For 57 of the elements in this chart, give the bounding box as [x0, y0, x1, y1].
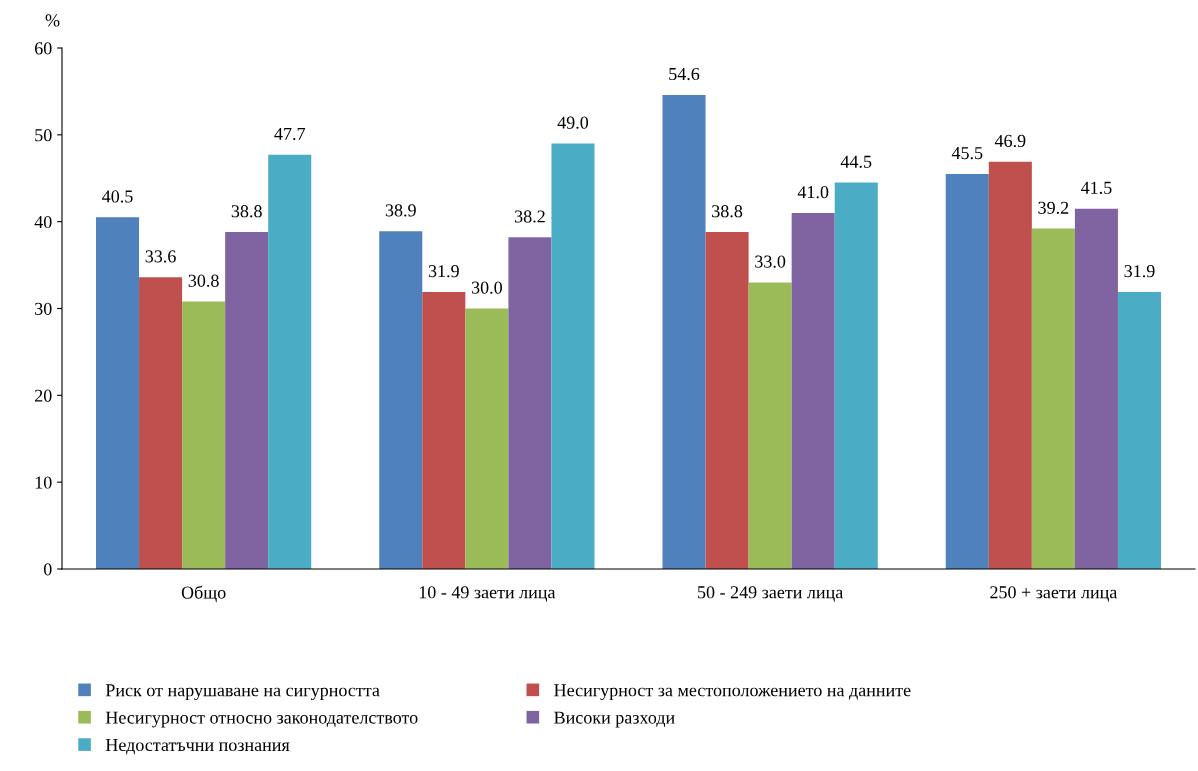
bar [791, 212, 835, 569]
data-label: 38.8 [231, 205, 262, 218]
bar [379, 231, 423, 569]
x-tick-label: Общо [181, 585, 226, 603]
data-label: 40.5 [102, 190, 133, 203]
x-tick-label: 250 + заети лица [990, 586, 1118, 602]
bar [139, 277, 183, 569]
bar [95, 217, 140, 569]
data-label: 47.7 [274, 127, 306, 141]
y-tick-label: 30 [35, 302, 52, 315]
data-label: 46.9 [994, 134, 1026, 148]
bar [422, 292, 466, 569]
bar [508, 237, 552, 569]
data-label: 54.6 [669, 67, 700, 81]
y-tick-label: 0 [43, 563, 52, 576]
legend-label: Риск от нарушаване на сигурността [105, 684, 380, 701]
x-tick-label: 10 - 49 заети лица [419, 586, 556, 602]
data-label: 30.8 [188, 274, 219, 287]
bar [182, 301, 226, 569]
data-label: 33.6 [145, 250, 176, 263]
data-label: 41.0 [797, 186, 829, 199]
bar [268, 154, 312, 569]
legend-label: Несигурност относно законодателството [105, 711, 418, 728]
y-tick-label: 50 [35, 129, 52, 142]
y-axis-title: % [45, 14, 60, 27]
bar [551, 143, 595, 569]
y-tick-label: 40 [34, 215, 52, 229]
data-label: 38.9 [385, 204, 416, 217]
bar [1074, 208, 1118, 569]
bar [834, 182, 878, 569]
data-label: 49.0 [557, 116, 589, 129]
y-tick-label: 60 [35, 42, 52, 55]
bar [988, 161, 1032, 569]
y-tick-label: 20 [35, 389, 52, 402]
data-label: 44.5 [840, 155, 872, 168]
data-label: 31.9 [428, 265, 459, 278]
data-label: 39.2 [1038, 201, 1069, 214]
data-label: 38.8 [712, 205, 743, 218]
legend-label: Недостатъчни познания [105, 739, 290, 755]
bar [748, 282, 792, 569]
bar [1117, 292, 1162, 569]
bar [225, 232, 269, 569]
bar [1031, 228, 1075, 569]
legend-label: Високи разходи [554, 711, 675, 728]
data-label: 41.5 [1080, 181, 1112, 194]
bar [945, 173, 989, 569]
data-label: 33.0 [755, 255, 786, 268]
bar [705, 232, 749, 569]
data-label: 30.0 [471, 281, 502, 294]
y-tick-label: 10 [35, 476, 52, 489]
x-tick-label: 50 - 249 заети лица [698, 586, 844, 602]
legend-label: Несигурност за местоположението на данните [554, 684, 911, 701]
data-label: 38.2 [514, 210, 545, 223]
bar [662, 94, 706, 569]
data-label: 31.9 [1124, 265, 1155, 278]
data-label: 45.5 [951, 147, 983, 160]
bar [465, 308, 509, 569]
